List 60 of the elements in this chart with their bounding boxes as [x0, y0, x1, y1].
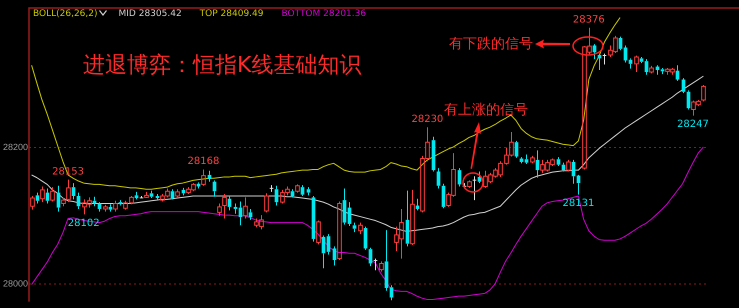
candlestick	[248, 208, 252, 220]
candlestick	[676, 64, 680, 82]
candlestick	[76, 192, 80, 210]
candlestick	[634, 55, 639, 73]
text: TOP 28409.49	[200, 9, 264, 19]
candlestick	[290, 188, 294, 198]
candlestick	[536, 150, 540, 178]
candlestick	[92, 196, 96, 207]
annotation: 28102	[68, 218, 100, 229]
candlestick	[274, 185, 278, 206]
legend-label: MID 28305.42	[118, 9, 182, 19]
candlestick	[306, 186, 310, 196]
candlestick	[72, 182, 76, 200]
candlestick	[332, 246, 336, 266]
candlestick	[416, 198, 420, 211]
candlestick	[118, 200, 122, 206]
candlestick	[170, 188, 174, 200]
candlestick	[442, 183, 446, 209]
annotation: 有下跌的信号	[449, 35, 533, 53]
candlestick	[196, 182, 200, 190]
candlestick	[410, 189, 415, 246]
candlestick	[514, 140, 518, 158]
candlestick	[222, 193, 227, 219]
text: BOTTOM 28201.36	[282, 9, 366, 19]
candlestick	[208, 170, 212, 182]
candlestick	[352, 222, 356, 233]
candlestick	[108, 204, 112, 212]
candlestick	[458, 168, 462, 187]
annotation: 28168	[188, 156, 220, 168]
candlestick	[364, 226, 368, 250]
y-tick-label: 28000	[2, 278, 28, 288]
candlestick	[182, 187, 186, 196]
candlestick	[150, 190, 154, 199]
candlestick	[212, 180, 216, 198]
candlestick	[686, 90, 690, 110]
candlestick	[312, 196, 316, 242]
annotation: 有上涨的信号	[444, 101, 528, 119]
annotation: 28376	[572, 14, 605, 26]
candlestick	[36, 192, 40, 204]
legend-title: BOLL(26,26,2)	[33, 9, 99, 19]
candlestick	[436, 168, 440, 190]
candlestick	[472, 176, 476, 201]
candlestick	[556, 156, 560, 167]
candlestick	[406, 190, 410, 247]
candlestick	[46, 188, 50, 204]
candlestick	[682, 78, 686, 94]
candlestick	[243, 196, 248, 219]
y-tick-label: 28200	[2, 142, 28, 152]
candlestick	[156, 193, 160, 200]
candlestick	[300, 184, 304, 197]
candlestick	[134, 191, 138, 200]
candlestick	[98, 202, 102, 212]
annotation: 28247	[677, 119, 709, 130]
candlestick	[598, 53, 602, 70]
candlestick	[432, 136, 436, 172]
candlestick	[56, 185, 60, 212]
text: 进退博弈：恒指K线基础知识	[83, 52, 362, 80]
annotation: 28230	[411, 114, 444, 125]
candlestick	[562, 162, 566, 172]
candlestick	[228, 196, 232, 211]
